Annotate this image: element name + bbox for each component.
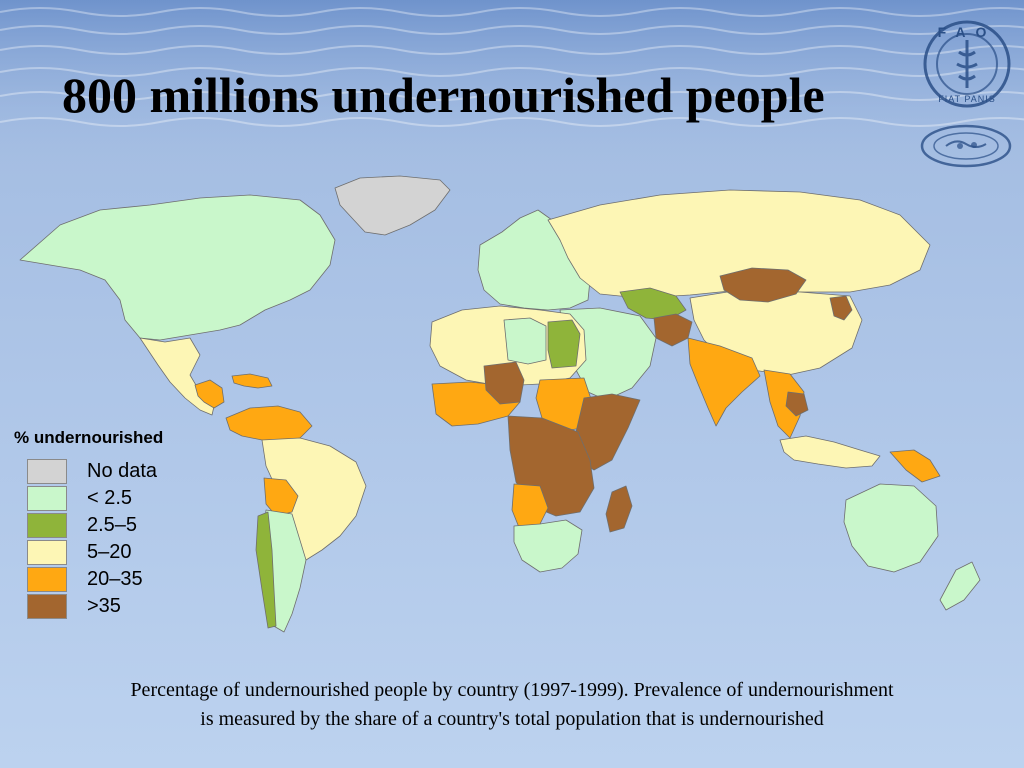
legend-item: 2.5–5 [12, 512, 232, 539]
legend-label: < 2.5 [87, 487, 133, 509]
legend-swatch [27, 513, 67, 538]
region-libya [503, 317, 547, 365]
region-chad [483, 361, 525, 405]
region-chile-strip [255, 511, 277, 629]
caption-line-2: is measured by the share of a country's … [200, 708, 824, 730]
region-venezuela-colombia [225, 405, 313, 443]
legend-label: 5–20 [87, 541, 132, 563]
legend-swatch [27, 459, 67, 484]
region-mexico-central-america [139, 337, 216, 416]
legend-item: 20–35 [12, 566, 232, 593]
legend-swatch [27, 540, 67, 565]
region-greenland [334, 175, 451, 236]
legend-item: No data [12, 458, 232, 485]
region-afghanistan [653, 313, 693, 347]
world-map [19, 175, 981, 633]
region-papua-new-guinea [889, 449, 941, 483]
region-madagascar [605, 485, 633, 533]
region-bolivia [263, 477, 299, 517]
region-egypt [547, 319, 581, 369]
region-mongolia [719, 267, 807, 303]
fao-logo: FAO FIAT PANIS [923, 20, 1011, 108]
legend-item: >35 [12, 593, 232, 620]
region-north-korea [829, 295, 853, 321]
legend-label: 2.5–5 [87, 514, 138, 536]
legend-item: 5–20 [12, 539, 232, 566]
map-legend: % undernourished No data < 2.5 2.5–5 5–2… [12, 428, 232, 620]
legend-swatch [27, 567, 67, 592]
slide-title: 800 millions undernourished people [62, 67, 825, 123]
region-russia-north-asia [547, 189, 931, 299]
region-north-america [19, 194, 336, 341]
region-southeast-asia [763, 369, 805, 439]
region-india [687, 337, 761, 427]
legend-swatch [27, 486, 67, 511]
region-caribbean [231, 373, 273, 389]
legend-label: 20–35 [87, 568, 143, 590]
legend-label: No data [87, 460, 158, 482]
caption-line-1: Percentage of undernourished people by c… [130, 679, 894, 701]
fao-wordmark: FAO [938, 24, 997, 40]
region-cambodia [785, 391, 809, 417]
legend-item: < 2.5 [12, 485, 232, 512]
secondary-logo [920, 124, 1012, 168]
legend-title: % undernourished [14, 428, 164, 447]
region-europe [477, 209, 591, 311]
region-new-zealand [939, 561, 981, 611]
legend-label: >35 [87, 595, 121, 617]
region-australia [843, 483, 939, 573]
region-indonesia [779, 435, 881, 469]
region-guatemala-honduras [194, 379, 225, 409]
fao-motto: FIAT PANIS [938, 94, 996, 104]
region-southern-africa [513, 519, 583, 573]
legend-swatch [27, 594, 67, 619]
map-caption: Percentage of undernourished people by c… [0, 676, 1024, 734]
